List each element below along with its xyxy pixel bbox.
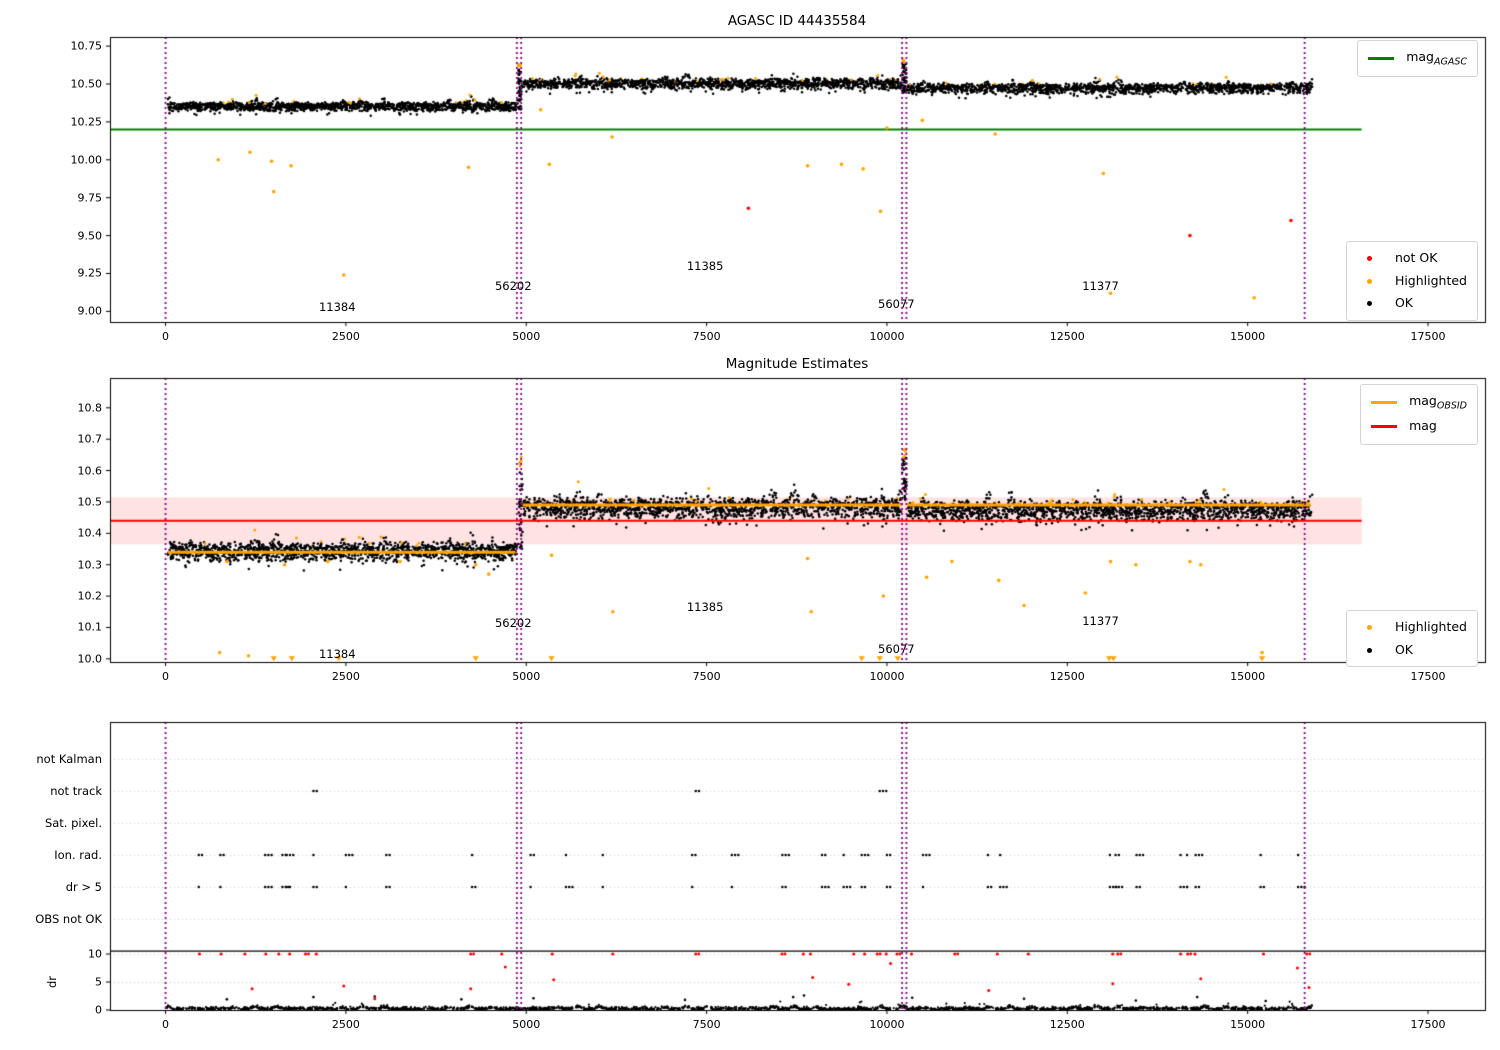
x-tick-label: 2500 xyxy=(331,670,360,683)
dr-axis-label: dr xyxy=(45,975,59,989)
category-label: OBS not OK xyxy=(35,912,102,926)
x-tick-label: 5000 xyxy=(512,1018,541,1031)
y-tick-label: 9.00 xyxy=(77,304,103,318)
x-tick-label: 12500 xyxy=(1049,330,1085,343)
legend-middle-points: Highlighted OK xyxy=(1345,610,1478,667)
x-tick-label: 5000 xyxy=(512,670,541,683)
dr-tick-label: 0 xyxy=(95,1003,102,1017)
obsid-label: 56077 xyxy=(878,296,915,311)
obsid-label: 11377 xyxy=(1082,614,1119,629)
category-label: Sat. pixel. xyxy=(44,816,102,830)
legend-item-mag: mag xyxy=(1371,415,1467,440)
green-line-swatch xyxy=(1368,56,1395,60)
y-tick-label: 10.2 xyxy=(77,589,103,603)
orange-dot-icon xyxy=(1357,616,1383,639)
top-panel-title: AGASC ID 44435584 xyxy=(727,13,867,29)
y-tick-label: 10.7 xyxy=(77,432,103,446)
legend-item-mag-obsid: magOBSID xyxy=(1371,390,1467,415)
x-tick-label: 10000 xyxy=(869,670,905,683)
x-tick-label: 7500 xyxy=(692,1018,721,1031)
red-dot-icon xyxy=(1357,247,1383,270)
category-label: not track xyxy=(50,784,102,798)
y-tick-label: 10.50 xyxy=(70,77,103,91)
x-tick-label: 12500 xyxy=(1049,1018,1085,1031)
x-tick-label: 2500 xyxy=(331,1018,360,1031)
middle-panel-title: Magnitude Estimates xyxy=(725,356,869,372)
black-dot-icon xyxy=(1357,639,1383,662)
y-tick-label: 10.0 xyxy=(77,652,103,666)
x-tick-label: 7500 xyxy=(692,330,721,343)
obsid-label: 11377 xyxy=(1082,278,1119,293)
y-tick-label: 9.50 xyxy=(77,229,103,243)
obsid-label: 11385 xyxy=(686,600,724,615)
x-tick-label: 17500 xyxy=(1410,330,1446,343)
orange-line-swatch xyxy=(1371,400,1398,404)
category-label: Ion. rad. xyxy=(54,848,102,862)
legend-item-highlighted: Highlighted xyxy=(1357,616,1467,639)
y-tick-label: 9.25 xyxy=(77,266,103,280)
y-tick-label: 10.4 xyxy=(77,526,103,540)
obsid-label: 11385 xyxy=(686,258,724,273)
legend-item-not-ok: not OK xyxy=(1357,247,1467,270)
x-tick-label: 0 xyxy=(162,670,170,683)
x-tick-label: 15000 xyxy=(1230,330,1266,343)
x-tick-label: 0 xyxy=(162,1018,170,1031)
y-tick-label: 10.1 xyxy=(77,620,103,634)
legend-item-ok: OK xyxy=(1357,292,1467,315)
legend-label-mag-agasc: magAGASC xyxy=(1406,49,1467,68)
dr-tick-label: 5 xyxy=(95,975,102,989)
legend-item-ok: OK xyxy=(1357,639,1467,662)
obsid-label: 56202 xyxy=(494,615,532,630)
legend-top-points: not OK Highlighted OK xyxy=(1345,241,1478,321)
y-tick-label: 10.3 xyxy=(77,558,103,572)
x-tick-label: 10000 xyxy=(869,1018,905,1031)
legend-label-mag: mag xyxy=(1409,417,1437,433)
x-tick-label: 2500 xyxy=(331,330,360,343)
legend-mag-agasc: magAGASC xyxy=(1357,40,1478,77)
x-tick-label: 0 xyxy=(162,330,170,343)
dr-tick-label: 10 xyxy=(88,947,102,961)
x-tick-label: 15000 xyxy=(1230,670,1266,683)
x-tick-label: 17500 xyxy=(1410,1018,1446,1031)
x-tick-label: 10000 xyxy=(869,330,905,343)
legend-item-highlighted: Highlighted xyxy=(1357,270,1467,293)
legend-item-mag-agasc: magAGASC xyxy=(1368,46,1467,71)
y-tick-label: 10.25 xyxy=(70,115,103,129)
obsid-label: 56077 xyxy=(878,642,915,657)
y-tick-label: 10.75 xyxy=(70,39,103,53)
category-label: not Kalman xyxy=(36,752,102,766)
x-tick-label: 5000 xyxy=(512,330,541,343)
y-tick-label: 10.6 xyxy=(77,464,103,478)
x-tick-label: 15000 xyxy=(1230,1018,1266,1031)
legend-mag-lines: magOBSID mag xyxy=(1360,384,1478,446)
y-tick-label: 9.75 xyxy=(77,191,103,205)
obsid-label: 56202 xyxy=(494,278,532,293)
x-tick-label: 12500 xyxy=(1049,670,1085,683)
red-line-swatch xyxy=(1371,425,1398,429)
orange-dot-icon xyxy=(1357,270,1383,293)
x-tick-label: 17500 xyxy=(1410,670,1446,683)
black-dot-icon xyxy=(1357,292,1383,315)
y-tick-label: 10.5 xyxy=(77,495,103,509)
obsid-label: 11384 xyxy=(318,647,356,662)
x-tick-label: 7500 xyxy=(692,670,721,683)
legend-label-mag-obsid: magOBSID xyxy=(1409,393,1467,412)
y-tick-label: 10.00 xyxy=(70,153,103,167)
category-label: dr > 5 xyxy=(65,880,102,894)
y-tick-label: 10.8 xyxy=(77,401,103,415)
obsid-label: 11384 xyxy=(318,299,356,314)
